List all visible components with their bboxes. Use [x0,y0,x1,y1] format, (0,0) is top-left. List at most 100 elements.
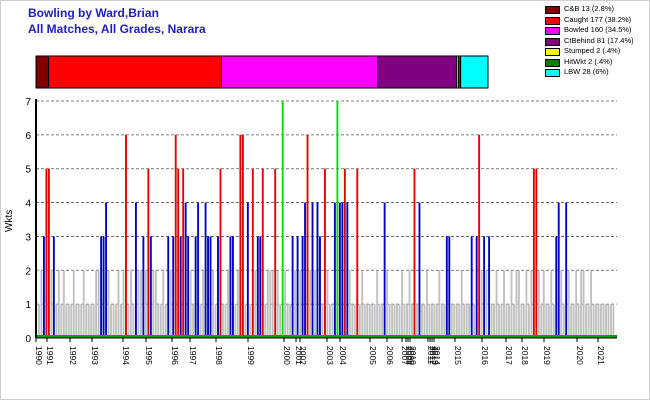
x-tick-label: 1995 [144,346,154,365]
bar [154,270,157,338]
bar [306,134,309,338]
y-tick-label: 0 [25,334,31,345]
bar [498,304,500,338]
bar [95,270,98,338]
bar [179,236,182,338]
bar [463,304,466,338]
x-tick-label: 2015 [453,346,463,365]
bar [254,270,257,338]
bar [142,236,145,338]
legend-swatch [545,58,560,67]
bar [189,270,192,338]
bar [157,304,160,338]
y-tick-label: 3 [25,232,31,243]
bar [333,202,336,338]
x-tick-label: 1991 [45,346,55,365]
bar [222,304,224,338]
y-tick-label: 7 [25,97,31,108]
x-tick-label: 1993 [90,346,100,365]
bar [378,304,381,338]
y-tick-label: 4 [25,199,31,210]
bar [555,236,558,338]
bar [65,304,68,338]
bar [500,304,503,338]
x-tick-label: 2010 [408,346,418,365]
proportion-bar-outline [35,55,489,89]
bar [212,270,214,338]
x-tick-label: 2018 [520,346,530,365]
legend-swatch [545,69,560,77]
bar [50,270,53,338]
y-tick-label: 5 [25,165,31,176]
x-tick-label: 2017 [504,346,514,365]
bar [331,304,334,338]
bar [595,304,597,338]
bar [610,304,612,338]
bar [38,304,40,338]
bar [530,270,533,338]
bar [174,134,177,338]
x-tick-label: 2019 [542,346,552,365]
bar [587,304,590,338]
bar [70,304,73,338]
x-tick-label: 2008 [404,346,414,365]
bar [443,304,446,338]
x-tick-label: 1996 [170,346,180,365]
bar [122,270,125,338]
chart-title: Bowling by Ward,Brian [28,6,159,20]
legend-label: C&B 13 (2.8%) [564,4,615,13]
bar [490,304,493,338]
proportion-segment [377,55,458,89]
bar [438,270,441,338]
bar [383,202,386,338]
bar [62,270,65,338]
bar [144,270,147,338]
bar [227,270,229,338]
bar [231,236,234,338]
bar [266,270,269,338]
x-tick-label: 1999 [246,346,256,365]
bar [508,304,510,338]
bar [249,304,252,338]
bar [346,202,349,338]
bar [52,236,55,338]
bar [321,304,324,338]
chart-subtitle: All Matches, All Grades, Narara [28,22,206,36]
bar [562,304,565,338]
bar [480,270,483,338]
bar [107,270,110,338]
bar [261,168,264,338]
bar [169,270,172,338]
bar [197,202,200,338]
bar [182,168,185,338]
baseline-strip [36,335,617,338]
bar [127,304,130,338]
bar [373,304,376,338]
bar [488,236,491,338]
bar [353,304,356,338]
bar [425,270,428,338]
bar [406,304,408,338]
bar [80,304,83,338]
bar [483,236,486,338]
bar [229,236,232,338]
bar [485,270,488,338]
bar [341,202,344,338]
bar [605,304,607,338]
bar [194,236,197,338]
bar [366,304,369,338]
bar [592,304,595,338]
bar [435,304,438,338]
bar [338,202,341,338]
bar [274,168,277,338]
bar [236,270,239,338]
bar [286,304,289,338]
bar [585,304,588,338]
x-tick-label: 1998 [214,346,224,365]
bar [537,270,540,338]
bar [468,304,471,338]
bar [413,168,416,338]
bar [147,168,150,338]
bar [440,304,443,338]
bar [445,236,448,338]
